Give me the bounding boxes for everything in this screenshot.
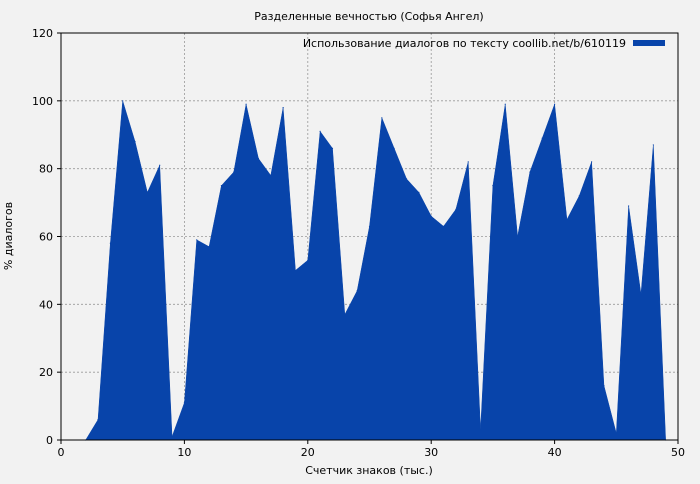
data-point [467,161,469,163]
data-point [591,161,593,163]
y-tick-label: 120 [32,27,53,40]
data-point [455,208,457,210]
data-point [554,103,556,105]
data-point [479,429,482,431]
data-point [405,178,408,180]
data-point [640,293,642,295]
legend-label: Использование диалогов по тексту coollib… [303,37,626,50]
series-layer [85,100,667,441]
y-tick-label: 0 [46,434,53,447]
y-tick-label: 40 [39,298,53,311]
data-point [331,147,334,149]
data-point [566,218,568,221]
data-point [134,140,136,143]
x-tick-label: 10 [177,446,191,459]
x-tick-label: 30 [424,446,438,459]
data-point [257,157,260,160]
data-point [393,147,395,149]
chart-title: Разделенные вечностью (Софья Ангел) [254,10,483,23]
data-point [208,246,210,248]
y-tick-label: 60 [39,231,53,244]
data-point [356,290,358,292]
data-point [97,419,99,421]
data-point [492,185,494,187]
x-tick-label: 50 [671,446,685,459]
data-point [146,191,148,194]
ticks: 0 10 20 30 40 50 0 20 40 60 80 100 120 [32,27,685,459]
y-tick-label: 100 [32,95,53,108]
data-point [245,103,247,105]
y-axis-label: % диалогов [2,202,15,270]
data-point [159,164,161,166]
data-point [183,402,185,404]
legend: Использование диалогов по тексту coollib… [303,37,665,50]
y-tick-label: 20 [39,366,53,379]
legend-swatch [633,40,665,46]
x-tick-label: 20 [301,446,315,459]
x-axis-label: Счетчик знаков (тыс.) [305,464,433,477]
data-point [344,313,346,316]
data-point [603,385,605,387]
data-point [282,107,284,109]
data-point [578,195,580,197]
y-tick-label: 80 [39,163,53,176]
data-point [516,235,519,238]
data-point [109,242,111,244]
data-point [233,171,235,173]
data-point [294,269,297,272]
data-point [442,225,445,227]
data-point [319,130,321,132]
data-point [307,259,309,261]
data-point [381,117,383,119]
data-point [504,103,506,105]
data-point [652,144,654,146]
data-point [628,205,630,207]
data-point [615,432,617,434]
data-point [122,100,124,102]
data-point [270,174,272,177]
data-point [196,239,198,241]
data-point [368,225,371,227]
data-point [220,185,223,187]
data-point [430,215,432,217]
x-tick-label: 40 [548,446,562,459]
data-point [418,191,420,194]
data-point [171,436,173,438]
data-point [541,137,543,139]
x-tick-label: 0 [58,446,65,459]
data-point [529,171,531,173]
